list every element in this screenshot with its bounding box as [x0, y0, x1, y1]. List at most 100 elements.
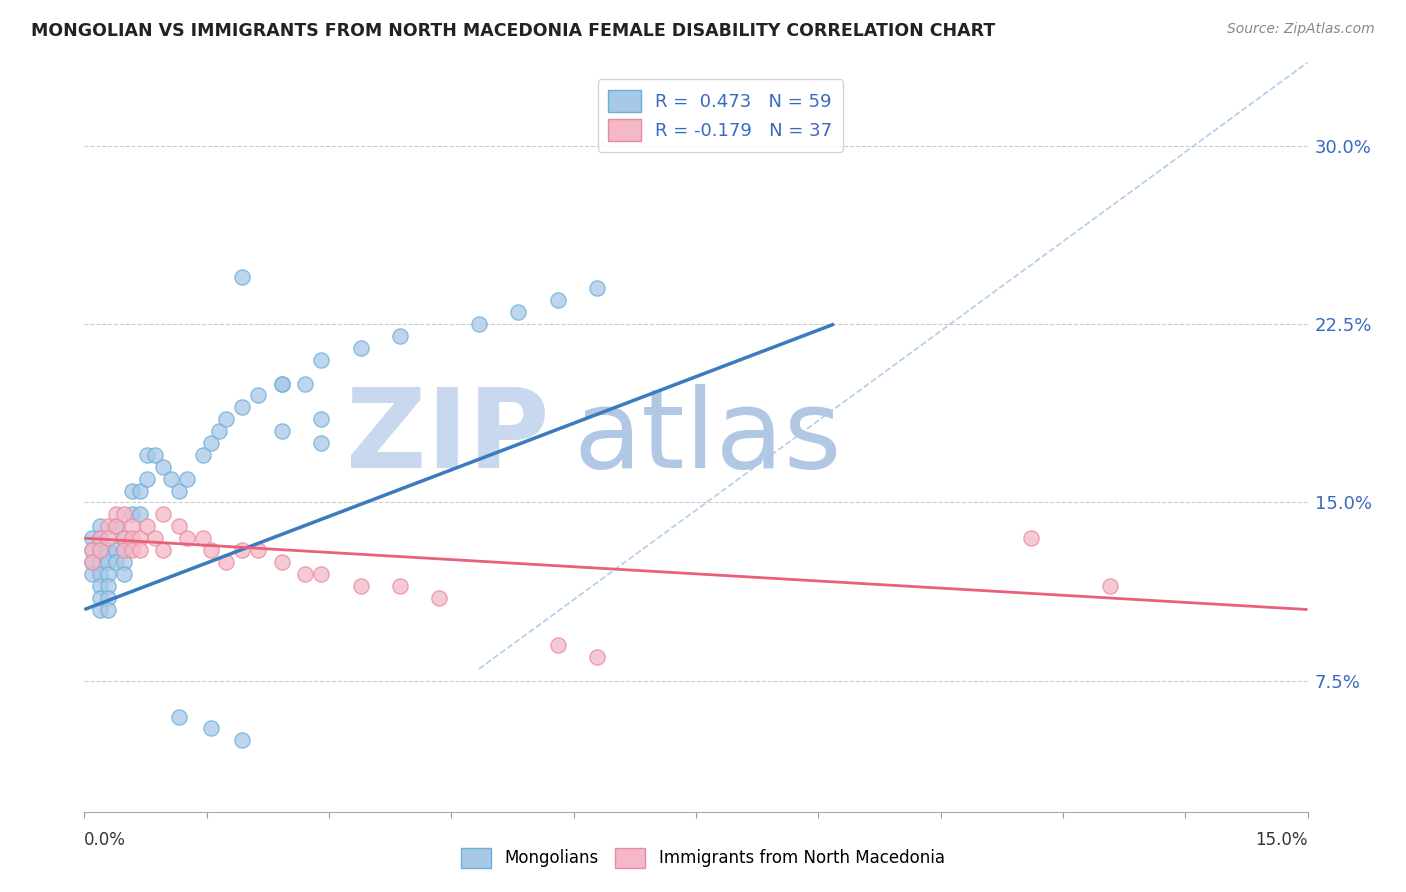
Point — [152, 543, 174, 558]
Point — [309, 352, 332, 367]
Point — [97, 531, 120, 545]
Point — [270, 555, 292, 569]
Point — [82, 543, 104, 558]
Point — [429, 591, 451, 605]
Point — [97, 579, 120, 593]
Point — [128, 483, 150, 498]
Point — [89, 566, 111, 581]
Point — [89, 591, 111, 605]
Point — [200, 543, 222, 558]
Point — [97, 591, 120, 605]
Point — [82, 555, 104, 569]
Point — [547, 293, 569, 308]
Point — [215, 555, 238, 569]
Point — [128, 543, 150, 558]
Point — [89, 531, 111, 545]
Text: 0.0%: 0.0% — [84, 830, 127, 849]
Point — [104, 519, 127, 533]
Point — [89, 543, 111, 558]
Point — [82, 566, 104, 581]
Point — [586, 650, 609, 665]
Point — [89, 555, 111, 569]
Point — [200, 722, 222, 736]
Point — [176, 472, 198, 486]
Point — [246, 388, 269, 402]
Point — [136, 448, 159, 462]
Point — [1099, 579, 1122, 593]
Point — [349, 579, 371, 593]
Point — [112, 508, 135, 522]
Point — [231, 733, 253, 747]
Point — [1021, 531, 1043, 545]
Point — [121, 483, 143, 498]
Point — [104, 519, 127, 533]
Point — [508, 305, 530, 319]
Point — [89, 531, 111, 545]
Point — [97, 555, 120, 569]
Point — [191, 448, 214, 462]
Point — [82, 543, 104, 558]
Point — [82, 555, 104, 569]
Point — [586, 281, 609, 295]
Point — [270, 376, 292, 391]
Text: atlas: atlas — [574, 384, 842, 491]
Point — [89, 579, 111, 593]
Text: MONGOLIAN VS IMMIGRANTS FROM NORTH MACEDONIA FEMALE DISABILITY CORRELATION CHART: MONGOLIAN VS IMMIGRANTS FROM NORTH MACED… — [31, 22, 995, 40]
Point — [104, 508, 127, 522]
Point — [152, 459, 174, 474]
Point — [191, 531, 214, 545]
Point — [294, 566, 316, 581]
Point — [215, 412, 238, 426]
Point — [160, 472, 183, 486]
Point — [89, 519, 111, 533]
Point — [136, 472, 159, 486]
Point — [389, 579, 412, 593]
Point — [112, 543, 135, 558]
Point — [200, 436, 222, 450]
Text: ZIP: ZIP — [346, 384, 550, 491]
Text: Source: ZipAtlas.com: Source: ZipAtlas.com — [1227, 22, 1375, 37]
Point — [176, 531, 198, 545]
Point — [128, 508, 150, 522]
Point — [231, 543, 253, 558]
Point — [468, 317, 491, 331]
Point — [167, 709, 190, 723]
Point — [167, 519, 190, 533]
Point — [349, 341, 371, 355]
Point — [128, 531, 150, 545]
Point — [121, 508, 143, 522]
Point — [97, 519, 120, 533]
Point — [121, 543, 143, 558]
Point — [97, 566, 120, 581]
Point — [82, 531, 104, 545]
Point — [112, 531, 135, 545]
Point — [112, 555, 135, 569]
Point — [207, 424, 229, 438]
Legend: Mongolians, Immigrants from North Macedonia: Mongolians, Immigrants from North Macedo… — [454, 841, 952, 875]
Point — [97, 602, 120, 616]
Point — [104, 543, 127, 558]
Point — [270, 376, 292, 391]
Point — [309, 412, 332, 426]
Text: 15.0%: 15.0% — [1256, 830, 1308, 849]
Point — [112, 543, 135, 558]
Point — [121, 519, 143, 533]
Point — [152, 508, 174, 522]
Point — [89, 543, 111, 558]
Point — [389, 329, 412, 343]
Point — [145, 531, 167, 545]
Point — [167, 483, 190, 498]
Point — [547, 638, 569, 652]
Point — [309, 436, 332, 450]
Point — [104, 555, 127, 569]
Point — [270, 424, 292, 438]
Point — [121, 531, 143, 545]
Point — [97, 543, 120, 558]
Point — [294, 376, 316, 391]
Point — [145, 448, 167, 462]
Point — [309, 566, 332, 581]
Point — [231, 269, 253, 284]
Point — [246, 543, 269, 558]
Point — [89, 602, 111, 616]
Point — [231, 401, 253, 415]
